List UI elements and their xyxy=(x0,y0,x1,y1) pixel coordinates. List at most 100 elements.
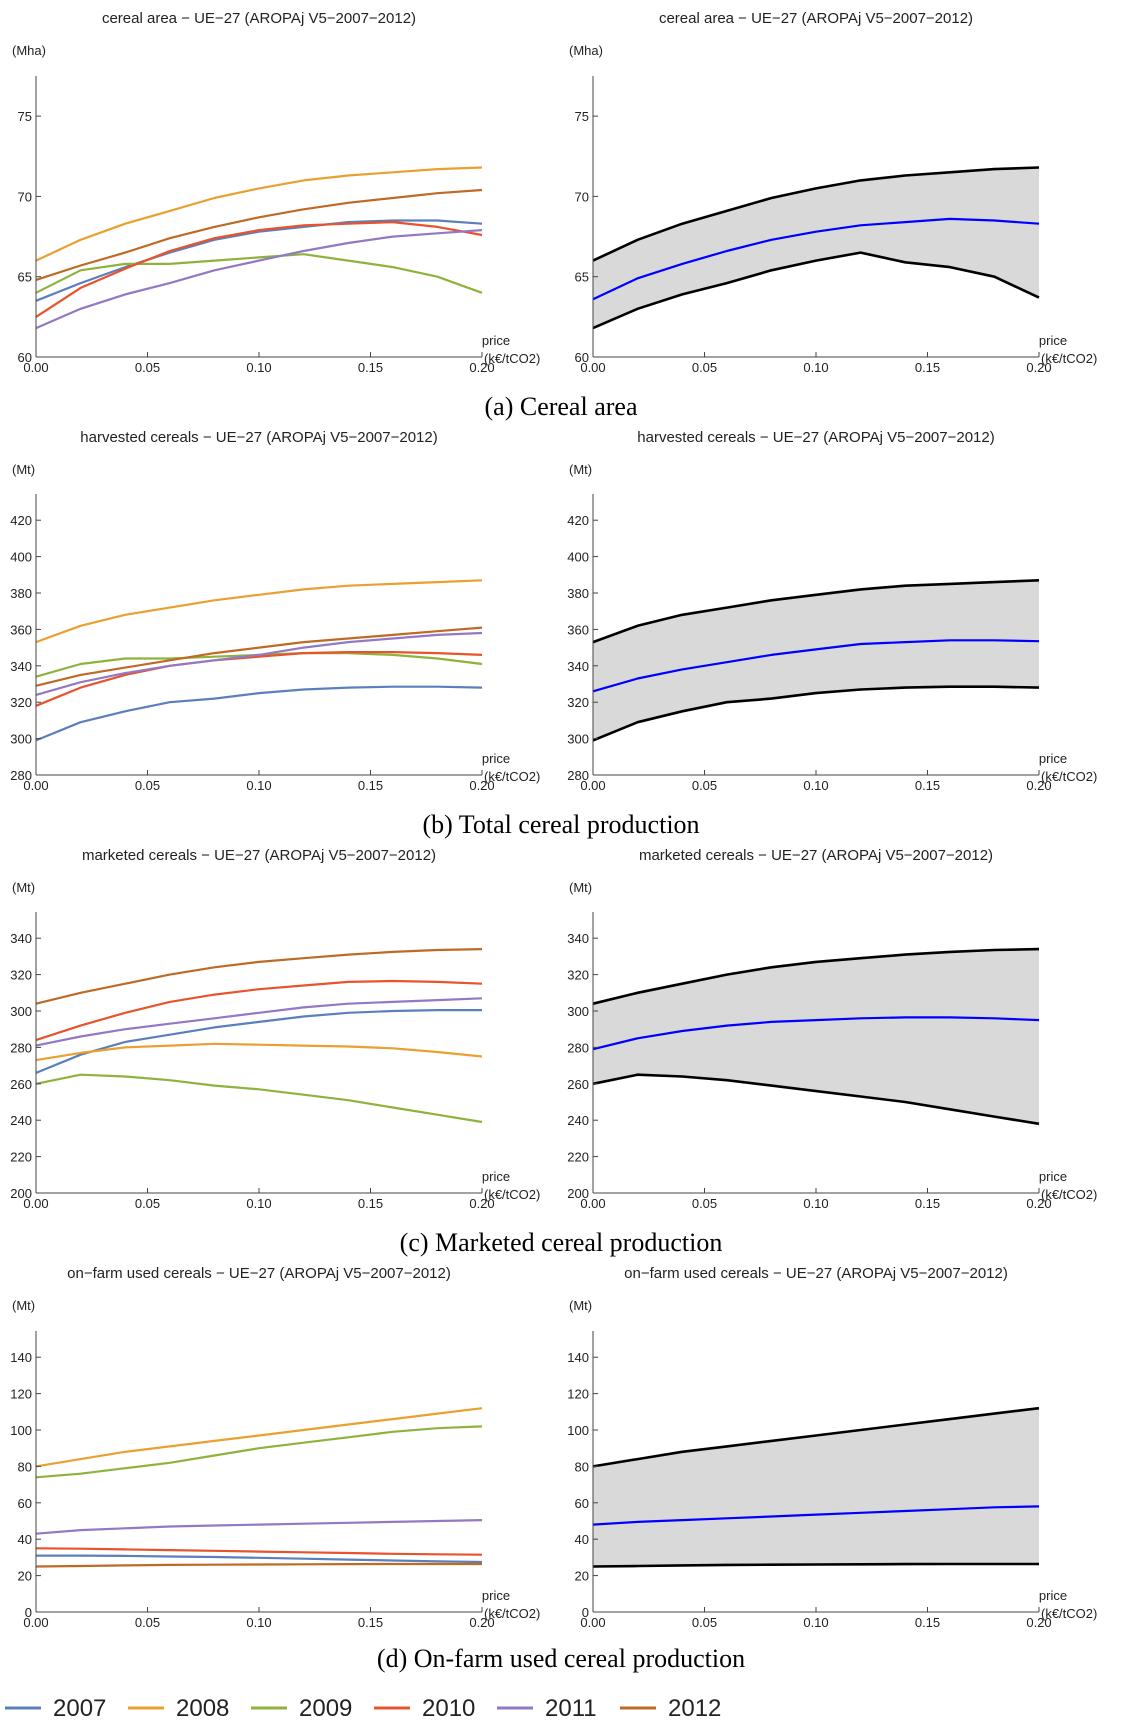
caption-b: (b) Total cereal production xyxy=(422,810,699,839)
x-tick-label: 0.20 xyxy=(1026,360,1051,375)
y-tick-label: 60 xyxy=(18,350,32,365)
series-line-2010 xyxy=(35,979,483,1042)
band-upper-line xyxy=(592,166,1040,262)
x-tick-label: 0.20 xyxy=(1026,1615,1051,1630)
y-tick-label: 80 xyxy=(575,1459,589,1474)
series-line-2012 xyxy=(35,948,483,1005)
x-axis-unit-label: (k€/tCO2) xyxy=(1041,351,1097,366)
range-band xyxy=(593,949,1039,1124)
x-tick-label: 0.15 xyxy=(915,778,940,793)
y-tick-label: 240 xyxy=(10,1113,32,1128)
y-tick-label: 60 xyxy=(575,350,589,365)
y-tick-label: 20 xyxy=(575,1569,589,1584)
band-upper-line xyxy=(592,947,1040,1005)
x-tick-label: 0.20 xyxy=(469,778,494,793)
x-tick-label: 0.10 xyxy=(246,1615,271,1630)
y-tick-label: 360 xyxy=(10,622,32,637)
x-tick-label: 0.10 xyxy=(803,360,828,375)
legend-item-2011: 2011 xyxy=(497,1695,597,1722)
y-tick-label: 220 xyxy=(10,1150,32,1165)
x-tick-label: 0.10 xyxy=(246,360,271,375)
y-tick-label: 65 xyxy=(575,270,589,285)
y-tick-label: 40 xyxy=(575,1532,589,1547)
x-tick-label: 0.00 xyxy=(580,1196,605,1211)
series-line-2007 xyxy=(36,1554,483,1564)
series-line-2008 xyxy=(35,166,483,262)
y-tick-label: 220 xyxy=(567,1150,589,1165)
y-tick-label: 300 xyxy=(10,1004,32,1019)
series-line-2010 xyxy=(35,221,483,318)
x-tick-label: 0.20 xyxy=(1026,1196,1051,1211)
band-upper-line xyxy=(592,1406,1040,1468)
legend-item-2010: 2010 xyxy=(374,1695,475,1722)
series-line-2012 xyxy=(35,626,483,687)
x-tick-label: 0.15 xyxy=(358,778,383,793)
y-axis-unit-label: (Mt) xyxy=(569,880,592,895)
x-tick-label: 0.15 xyxy=(358,360,383,375)
chart-panel-d-right: on−farm used cereals − UE−27 (AROPAj V5−… xyxy=(567,1265,1097,1630)
y-tick-label: 140 xyxy=(10,1350,32,1365)
x-axis-label: price xyxy=(482,1588,510,1603)
y-tick-label: 320 xyxy=(567,968,589,983)
x-axis-unit-label: (k€/tCO2) xyxy=(1041,769,1097,784)
x-axis-unit-label: (k€/tCO2) xyxy=(484,1606,540,1621)
y-tick-label: 200 xyxy=(10,1186,32,1201)
y-tick-label: 0 xyxy=(25,1605,32,1620)
y-tick-label: 40 xyxy=(18,1532,32,1547)
chart-panel-a-left: cereal area − UE−27 (AROPAj V5−2007−2012… xyxy=(12,10,540,375)
x-tick-label: 0.05 xyxy=(135,778,160,793)
y-tick-label: 60 xyxy=(18,1496,32,1511)
y-axis-unit-label: (Mt) xyxy=(12,462,35,477)
series-line-2009 xyxy=(35,253,483,294)
series-line-2008 xyxy=(35,1042,483,1062)
x-tick-label: 0.15 xyxy=(915,1615,940,1630)
x-axis-unit-label: (k€/tCO2) xyxy=(484,351,540,366)
y-axis-unit-label: (Mt) xyxy=(569,1298,592,1313)
chart-title: cereal area − UE−27 (AROPAj V5−2007−2012… xyxy=(102,10,416,27)
series-line-2011 xyxy=(35,997,483,1047)
legend-label: 2008 xyxy=(176,1695,229,1722)
x-tick-label: 0.00 xyxy=(23,360,48,375)
y-tick-label: 380 xyxy=(567,586,589,601)
x-tick-label: 0.05 xyxy=(692,1615,717,1630)
x-tick-label: 0.05 xyxy=(135,360,160,375)
y-tick-label: 300 xyxy=(567,732,589,747)
mean-line xyxy=(592,1505,1040,1526)
chart-panel-c-right: marketed cereals − UE−27 (AROPAj V5−2007… xyxy=(567,847,1097,1211)
chart-title: cereal area − UE−27 (AROPAj V5−2007−2012… xyxy=(659,10,973,27)
y-tick-label: 75 xyxy=(18,109,32,124)
series-line-2008 xyxy=(35,579,483,644)
y-axis-unit-label: (Mha) xyxy=(569,43,603,58)
x-tick-label: 0.20 xyxy=(469,1615,494,1630)
mean-line xyxy=(592,639,1040,693)
y-tick-label: 20 xyxy=(18,1569,32,1584)
y-axis-unit-label: (Mt) xyxy=(12,1298,35,1313)
y-tick-label: 360 xyxy=(567,622,589,637)
x-tick-label: 0.05 xyxy=(135,1615,160,1630)
legend-label: 2007 xyxy=(53,1695,106,1722)
x-axis-label: price xyxy=(1039,1588,1067,1603)
legend-label: 2010 xyxy=(422,1695,475,1722)
y-tick-label: 100 xyxy=(10,1423,32,1438)
legend-item-2007: 2007 xyxy=(5,1695,106,1722)
x-tick-label: 0.15 xyxy=(915,1196,940,1211)
y-tick-label: 120 xyxy=(567,1387,589,1402)
y-tick-label: 340 xyxy=(567,659,589,674)
series-line-2011 xyxy=(35,229,483,330)
x-axis-unit-label: (k€/tCO2) xyxy=(484,769,540,784)
x-tick-label: 0.10 xyxy=(803,1615,828,1630)
series-line-2009 xyxy=(35,1073,483,1124)
y-axis-unit-label: (Mt) xyxy=(569,462,592,477)
band-lower-line xyxy=(592,685,1040,742)
y-tick-label: 340 xyxy=(10,931,32,946)
y-tick-label: 260 xyxy=(567,1077,589,1092)
x-tick-label: 0.10 xyxy=(803,778,828,793)
range-band xyxy=(593,1408,1039,1567)
legend-item-2012: 2012 xyxy=(620,1695,721,1722)
x-axis-unit-label: (k€/tCO2) xyxy=(1041,1606,1097,1621)
chart-title: harvested cereals − UE−27 (AROPAj V5−200… xyxy=(80,429,437,446)
x-axis-label: price xyxy=(482,751,510,766)
y-tick-label: 75 xyxy=(575,109,589,124)
y-axis-unit-label: (Mt) xyxy=(12,880,35,895)
